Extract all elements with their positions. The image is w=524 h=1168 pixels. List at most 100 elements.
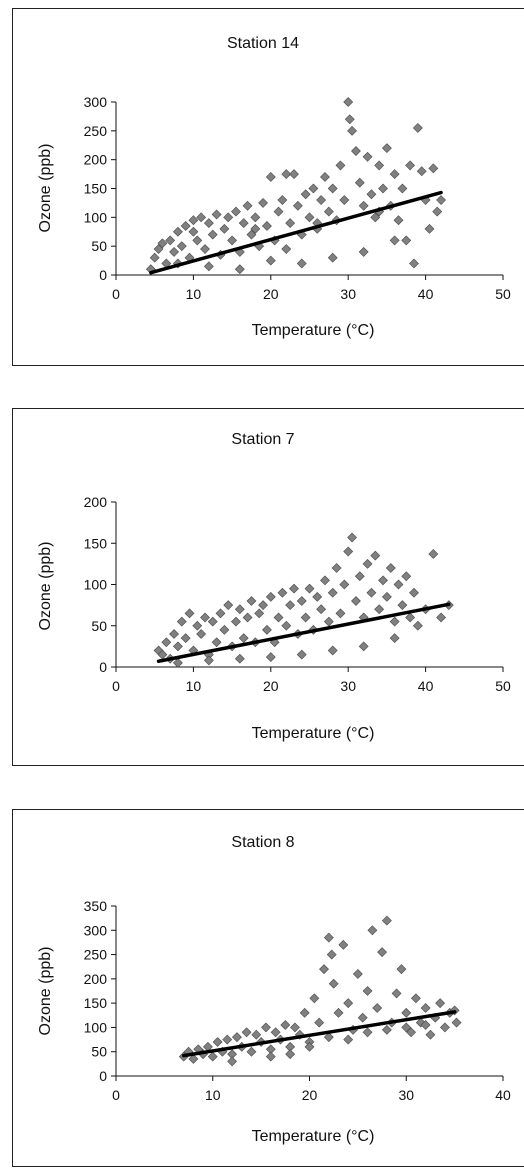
data-point — [242, 200, 253, 211]
data-point — [362, 558, 373, 569]
data-point — [192, 620, 203, 631]
data-point — [339, 195, 350, 205]
data-point — [265, 172, 276, 182]
data-point — [335, 608, 346, 619]
data-point — [280, 1020, 291, 1030]
data-point — [343, 1034, 354, 1045]
data-point — [200, 244, 210, 254]
data-point — [378, 575, 388, 586]
data-point — [362, 986, 373, 996]
data-point — [424, 223, 435, 234]
data-point — [180, 633, 191, 644]
data-point — [161, 637, 172, 648]
data-point — [344, 114, 355, 125]
y-tick-label: 150 — [84, 181, 108, 197]
data-point — [219, 223, 230, 234]
data-point — [281, 169, 292, 180]
x-axis-label: Temperature (°C) — [251, 725, 375, 742]
x-axis-label: Temperature (°C) — [251, 322, 375, 339]
x-tick-label: 20 — [263, 286, 279, 302]
data-point — [223, 600, 234, 611]
data-point — [416, 166, 427, 177]
data-point — [176, 616, 187, 627]
data-point — [250, 223, 261, 234]
data-point — [165, 235, 176, 246]
data-point — [273, 206, 284, 217]
data-series — [153, 532, 454, 668]
data-point — [285, 1049, 296, 1060]
x-tick-label: 40 — [418, 678, 434, 694]
data-point — [270, 1027, 281, 1038]
x-tick-label: 30 — [398, 1087, 414, 1103]
data-point — [338, 939, 349, 950]
data-point — [328, 978, 339, 989]
data-point — [172, 657, 183, 668]
data-point — [374, 160, 385, 171]
data-point — [265, 652, 276, 663]
data-point — [343, 546, 354, 557]
y-tick-label: 250 — [84, 947, 108, 963]
x-tick-label: 20 — [302, 1087, 318, 1103]
data-point — [231, 206, 241, 217]
data-point — [412, 620, 423, 631]
data-point — [149, 252, 160, 263]
data-point — [261, 1022, 271, 1033]
chart-panel-station-8: Station 8 0 50 100 150 200 250 300 350 0 10 20 30 40… — [12, 809, 524, 1167]
y-tick-label: 50 — [91, 238, 107, 254]
data-point — [265, 591, 276, 602]
y-tick-label: 200 — [84, 494, 108, 510]
data-point — [393, 215, 404, 226]
data-point — [362, 151, 373, 162]
data-point — [277, 195, 288, 205]
data-point — [296, 258, 307, 269]
data-point — [357, 1012, 368, 1023]
data-point — [347, 125, 357, 136]
data-point — [432, 206, 443, 217]
x-tick-label: 50 — [495, 678, 511, 694]
y-axis-label: Ozone (ppb) — [37, 541, 54, 631]
x-tick-label: 0 — [112, 286, 120, 302]
chart-title: Station 7 — [231, 431, 295, 448]
data-point — [207, 616, 218, 627]
data-point — [234, 604, 245, 615]
y-tick-label: 0 — [99, 267, 107, 283]
data-point — [153, 244, 164, 254]
data-point — [289, 583, 299, 594]
chart-panel-station-14: Station 14 0 50 100 150 200 250 300 0 10 20 30 40 50… — [12, 8, 524, 366]
data-point — [367, 925, 378, 936]
data-point — [320, 575, 330, 586]
data-point — [207, 229, 218, 240]
chart-title: Station 8 — [231, 834, 295, 851]
x-tick-label: 30 — [340, 286, 356, 302]
data-point — [281, 244, 292, 254]
data-point — [391, 988, 402, 999]
data-point — [331, 563, 342, 573]
data-point — [366, 189, 377, 200]
data-point — [207, 1051, 218, 1062]
data-point — [411, 993, 421, 1004]
data-point — [254, 608, 265, 619]
scatter-plot: 0 50 100 150 200 0 10 20 30 40 50 — [84, 494, 511, 694]
y-tick-label: 100 — [84, 577, 108, 593]
data-point — [374, 604, 385, 615]
data-point — [316, 604, 327, 615]
x-tick-label: 0 — [112, 678, 120, 694]
y-tick-label: 250 — [84, 123, 108, 139]
y-tick-label: 50 — [91, 618, 107, 634]
data-point — [203, 261, 214, 272]
data-point — [347, 532, 357, 543]
data-point — [188, 215, 199, 226]
data-point — [223, 212, 234, 223]
trendline — [181, 1010, 457, 1058]
data-point — [385, 563, 396, 573]
data-point — [393, 579, 404, 590]
y-tick-label: 150 — [84, 995, 108, 1011]
data-point — [180, 221, 191, 231]
data-point — [316, 195, 327, 205]
data-point — [436, 195, 447, 205]
data-point — [172, 641, 183, 652]
data-point — [428, 163, 439, 174]
data-point — [397, 183, 408, 194]
data-point — [262, 221, 272, 231]
data-point — [323, 1032, 334, 1043]
